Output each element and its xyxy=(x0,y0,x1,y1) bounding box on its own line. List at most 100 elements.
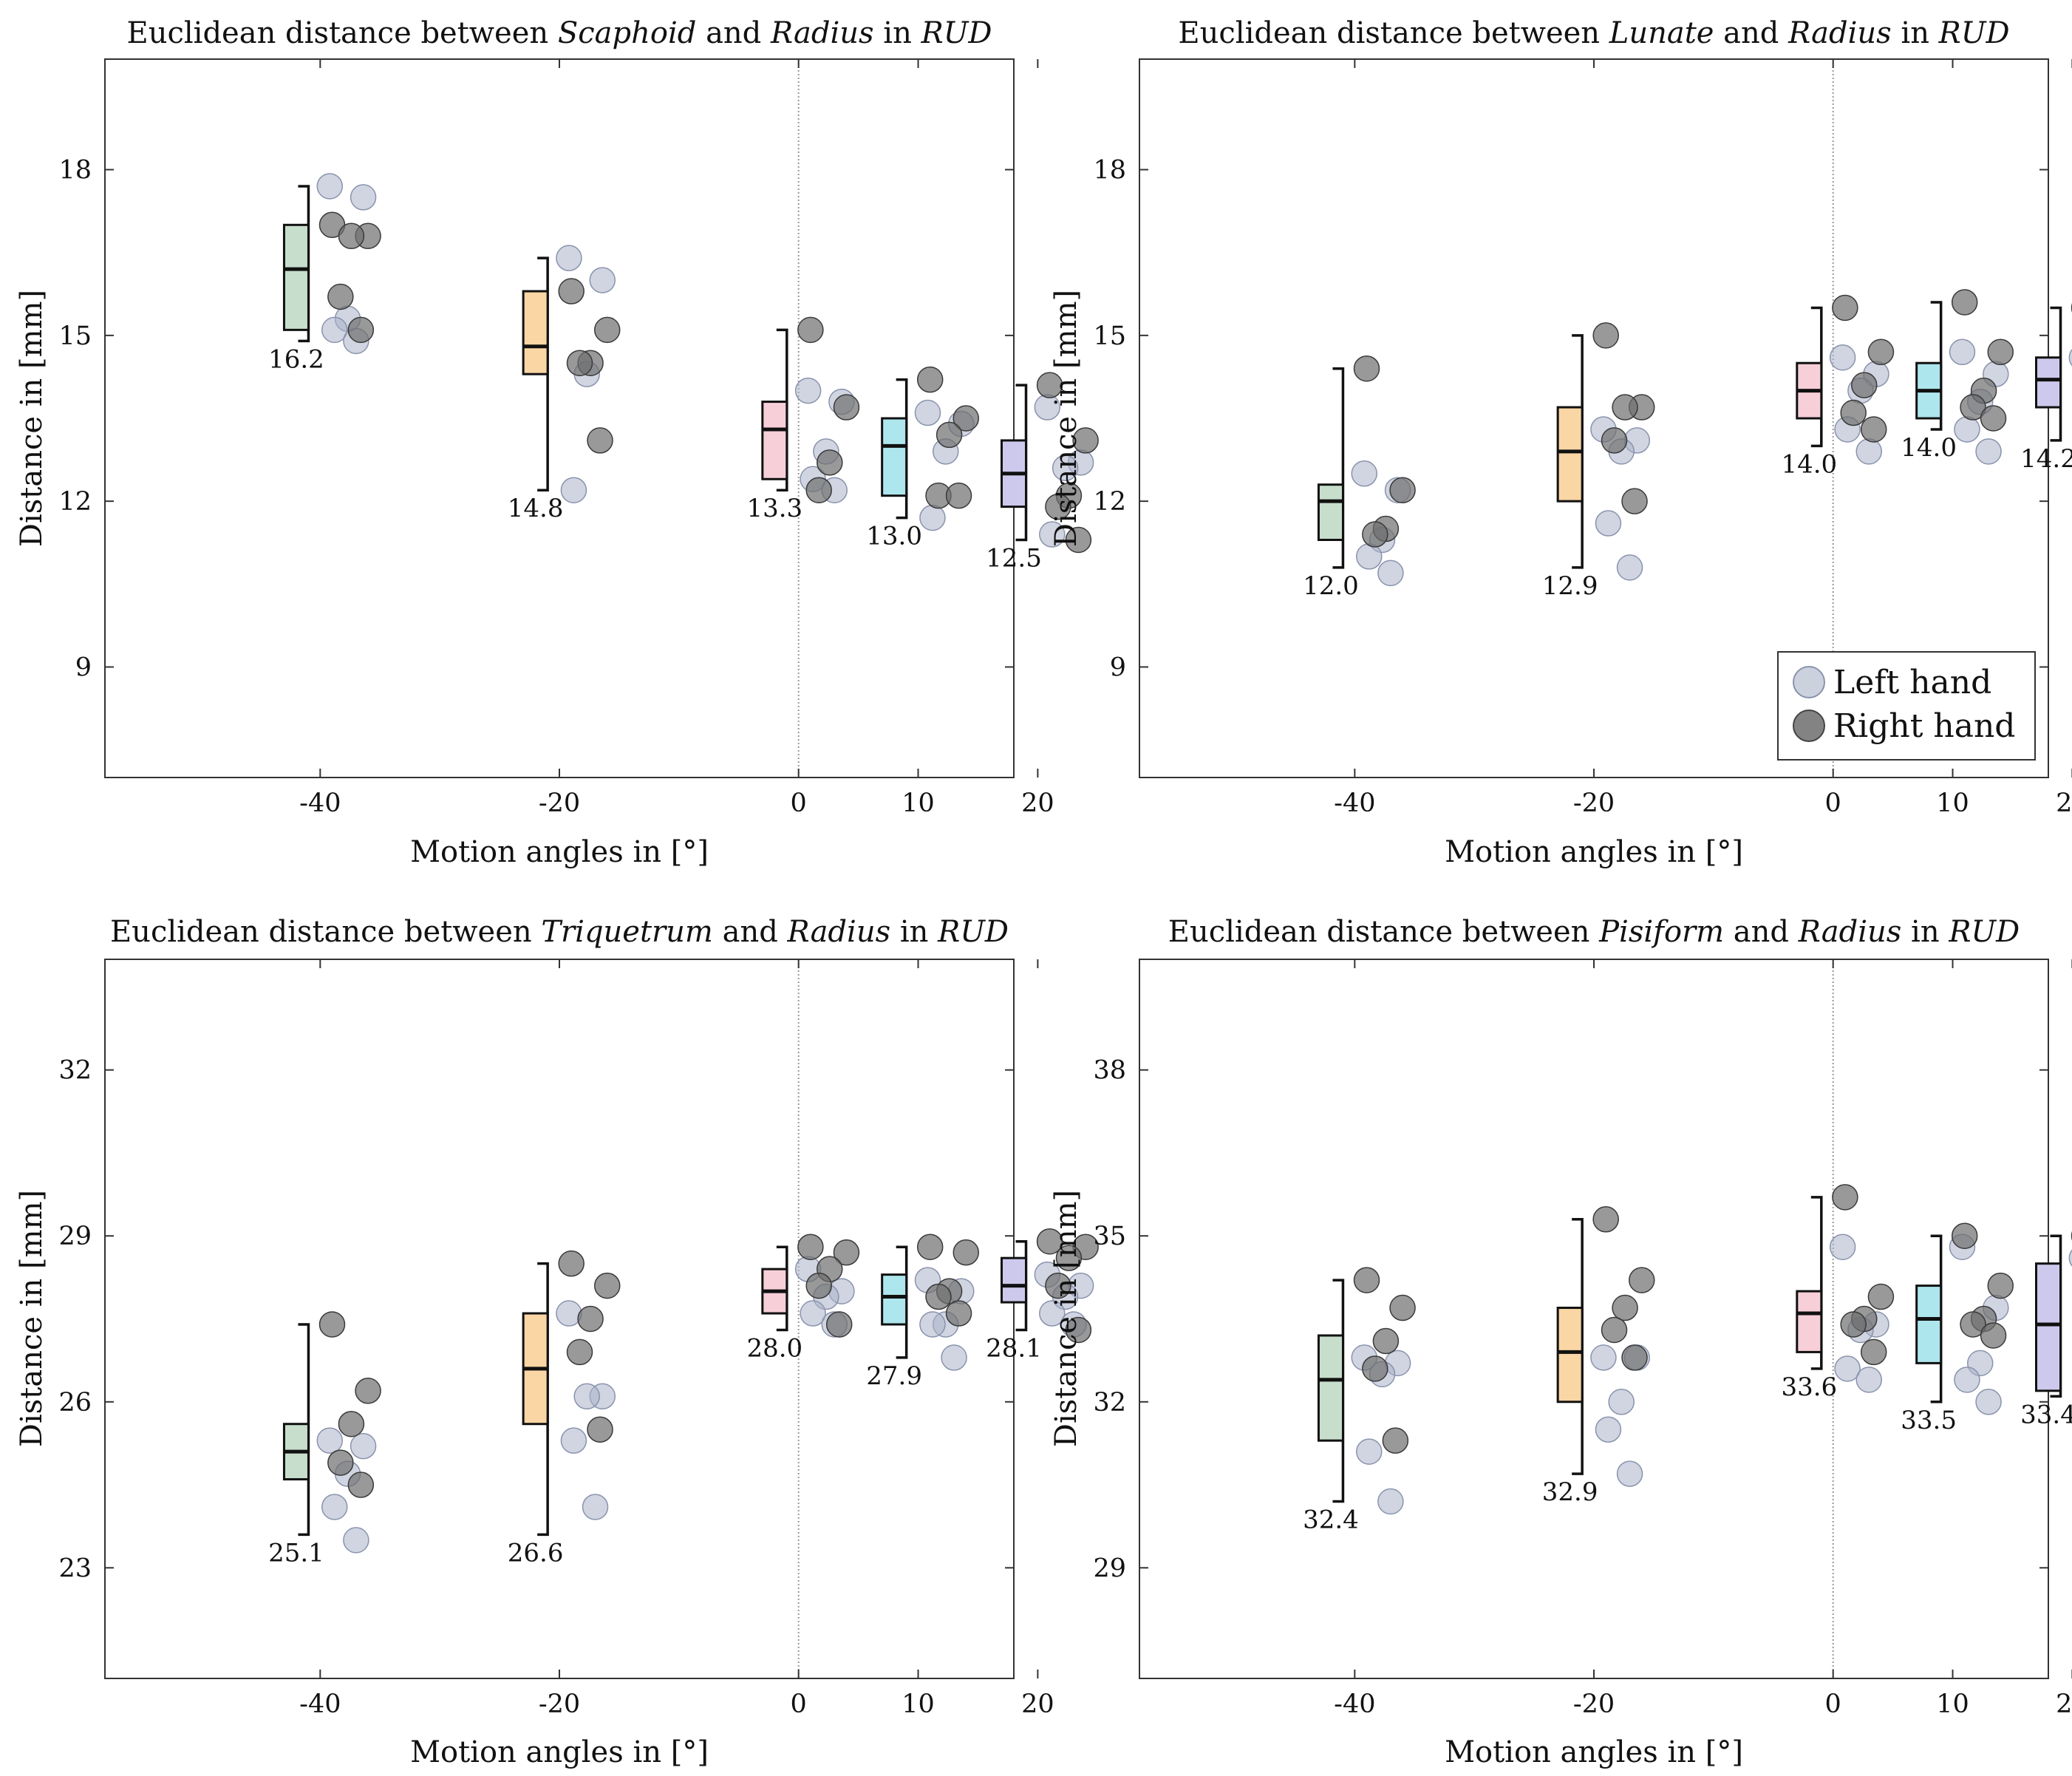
y-tick-label: 32 xyxy=(1093,1388,1126,1418)
x-tick-label: -20 xyxy=(539,1690,580,1719)
right-hand-point xyxy=(1621,488,1648,514)
left-hand-point xyxy=(343,1527,369,1554)
median-label: 12.9 xyxy=(1542,571,1598,601)
left-hand-point xyxy=(1954,416,1980,443)
right-hand-point xyxy=(1065,526,1092,554)
y-tick-label: 9 xyxy=(75,653,92,682)
median-label: 13.0 xyxy=(866,522,922,551)
left-hand-point xyxy=(589,267,616,293)
iqr-box xyxy=(1556,1307,1584,1404)
x-tick-label: 0 xyxy=(1825,1690,1841,1719)
y-axis-label: Distance in [mm] xyxy=(15,1190,49,1447)
right-hand-point xyxy=(577,1305,604,1333)
y-tick-label: 29 xyxy=(1093,1554,1126,1583)
x-tick-label: -20 xyxy=(1573,1690,1615,1719)
right-hand-point xyxy=(566,350,593,376)
y-tick-label: 12 xyxy=(1093,487,1126,517)
x-tick-label: 20 xyxy=(2056,1690,2072,1719)
right-hand-point xyxy=(338,222,365,250)
right-hand-point xyxy=(1951,289,1978,316)
right-hand-point xyxy=(1592,1206,1619,1233)
legend-right-hand-label: Right hand xyxy=(1833,707,2015,745)
right-hand-point xyxy=(916,1234,944,1260)
legend: Left hand Right hand xyxy=(1777,651,2036,761)
median-label: 32.4 xyxy=(1303,1505,1359,1534)
legend-right-hand-marker xyxy=(1793,710,1825,742)
right-hand-point xyxy=(1045,493,1071,520)
right-hand-point xyxy=(587,1416,613,1443)
whisker-bracket xyxy=(1332,367,1345,569)
right-hand-point xyxy=(355,1378,381,1404)
right-hand-point xyxy=(318,1311,346,1338)
right-hand-point xyxy=(1065,1316,1092,1344)
right-hand-point xyxy=(1832,1184,1858,1211)
iqr-box xyxy=(1001,1256,1027,1304)
right-hand-point xyxy=(327,1449,354,1476)
iqr-box xyxy=(761,401,788,480)
y-tick-label: 18 xyxy=(1093,156,1126,186)
right-hand-point xyxy=(1832,294,1858,321)
right-hand-point xyxy=(936,421,963,449)
iqr-box xyxy=(1796,1290,1823,1353)
right-hand-point xyxy=(1960,394,1986,421)
left-hand-point xyxy=(316,173,344,200)
right-hand-point xyxy=(833,394,860,421)
median-label: 27.9 xyxy=(866,1361,922,1391)
right-hand-point xyxy=(1987,1272,2014,1299)
right-hand-point xyxy=(1867,338,1895,366)
x-tick-label: 20 xyxy=(2056,789,2072,818)
left-hand-point xyxy=(1829,344,1856,371)
right-hand-point xyxy=(1045,1272,1071,1299)
legend-left-hand-marker xyxy=(1793,666,1825,698)
panel-scaphoid: Euclidean distance between Scaphoid and … xyxy=(15,16,1099,869)
left-hand-point xyxy=(1351,460,1378,487)
iqr-box xyxy=(1317,1334,1344,1442)
right-hand-point xyxy=(1851,372,1878,398)
y-tick-label: 23 xyxy=(58,1554,92,1583)
right-hand-point xyxy=(1960,1311,1986,1338)
iqr-box xyxy=(1317,483,1344,541)
y-tick-label: 12 xyxy=(58,487,92,517)
right-hand-point xyxy=(593,1272,621,1299)
left-hand-point xyxy=(1829,1234,1856,1260)
right-hand-point xyxy=(817,449,843,476)
y-tick-label: 15 xyxy=(58,321,92,351)
y-tick-label: 15 xyxy=(1093,321,1126,351)
y-tick-label: 26 xyxy=(58,1388,92,1418)
left-hand-point xyxy=(1377,1488,1404,1515)
left-hand-point xyxy=(350,184,377,211)
right-hand-point xyxy=(1362,1355,1388,1382)
y-tick-label: 18 xyxy=(58,156,92,186)
right-hand-point xyxy=(797,316,824,344)
iqr-box xyxy=(282,223,310,331)
x-tick-label: -20 xyxy=(539,789,580,818)
right-hand-point xyxy=(1055,1245,1083,1271)
left-hand-point xyxy=(1595,1416,1622,1443)
left-hand-point xyxy=(800,1300,826,1327)
left-hand-point xyxy=(316,1427,344,1454)
x-tick-label: 0 xyxy=(1825,789,1841,818)
right-hand-point xyxy=(805,477,832,503)
x-tick-label: -40 xyxy=(1334,789,1375,818)
panel-pisiform: Euclidean distance between Pisiform and … xyxy=(1049,915,2072,1769)
x-tick-label: -20 xyxy=(1573,789,1615,818)
left-hand-point xyxy=(1355,1438,1383,1465)
left-hand-point xyxy=(321,1494,348,1520)
iqr-box xyxy=(2035,1262,2062,1392)
median-label: 33.4 xyxy=(2020,1400,2072,1429)
left-hand-point xyxy=(1949,338,1976,366)
right-hand-point xyxy=(1987,338,2014,366)
right-hand-point xyxy=(916,366,944,393)
left-hand-point xyxy=(2068,349,2072,367)
right-hand-point xyxy=(1840,1311,1867,1338)
left-hand-point xyxy=(1039,1300,1066,1327)
median-label: 16.2 xyxy=(268,344,324,374)
right-hand-point xyxy=(1621,1344,1648,1371)
median-label: 12.0 xyxy=(1303,571,1359,601)
left-hand-point xyxy=(919,504,946,531)
iqr-box xyxy=(1556,406,1584,503)
median-label: 28.1 xyxy=(986,1333,1042,1363)
right-hand-point xyxy=(1592,322,1619,349)
left-hand-point xyxy=(919,1311,946,1338)
left-hand-point xyxy=(1590,1344,1617,1371)
